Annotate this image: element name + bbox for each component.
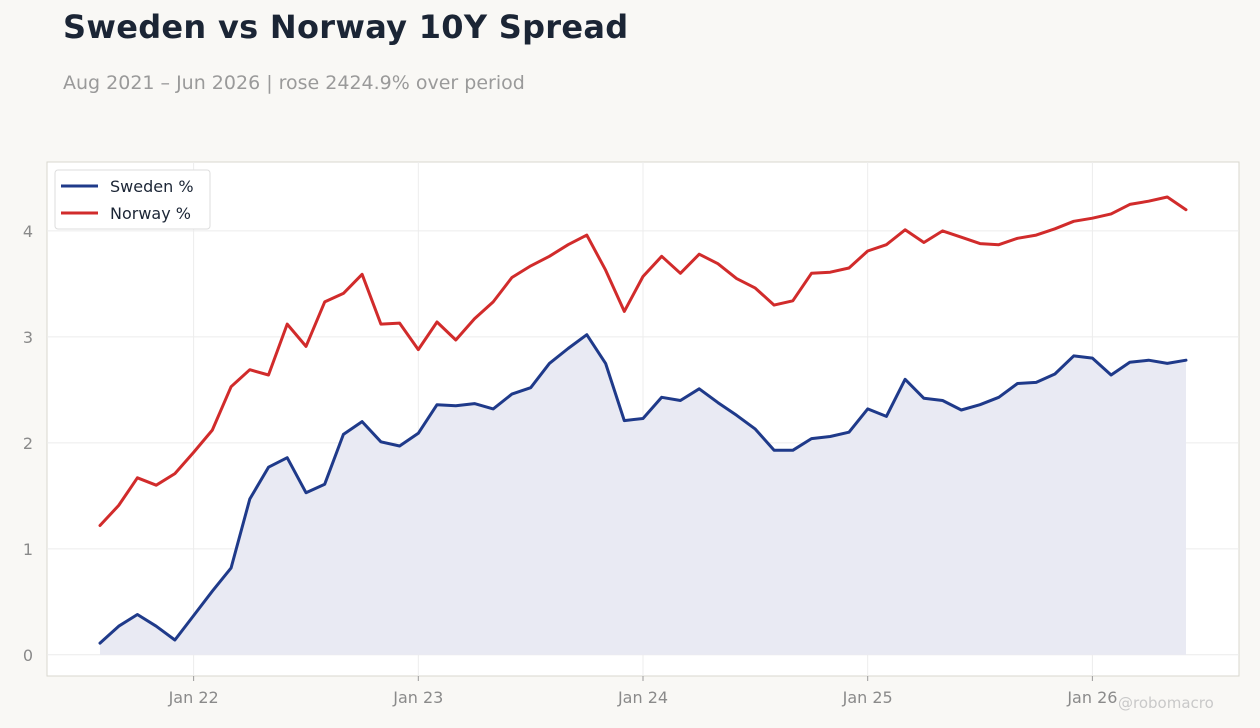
- legend: Sweden % Norway %: [54, 169, 211, 230]
- x-tick-label: Jan 26: [1066, 688, 1117, 707]
- x-axis-ticks: Jan 22 Jan 23 Jan 24 Jan 25 Jan 26: [168, 676, 1117, 707]
- y-tick-label: 1: [23, 540, 33, 559]
- chart-title: Sweden vs Norway 10Y Spread: [63, 8, 629, 46]
- legend-label: Norway %: [110, 204, 191, 223]
- y-tick-label: 0: [23, 646, 33, 665]
- area-fills: [100, 334, 1186, 655]
- x-tick-label: Jan 23: [392, 688, 443, 707]
- series-line-0: [98, 333, 1188, 645]
- x-tick-label: Jan 25: [842, 688, 893, 707]
- series-area-0: [100, 334, 1186, 655]
- x-tick-label: Jan 22: [168, 688, 219, 707]
- y-tick-label: 4: [23, 222, 33, 241]
- y-tick-label: 2: [23, 434, 33, 453]
- watermark: @robomacro: [1118, 694, 1214, 712]
- x-tick-label: Jan 24: [617, 688, 668, 707]
- series-lines: [98, 195, 1188, 645]
- series-line-1: [98, 195, 1188, 527]
- legend-label: Sweden %: [110, 177, 194, 196]
- y-tick-label: 3: [23, 328, 33, 347]
- y-axis-ticks: 0 1 2 3 4: [23, 222, 33, 665]
- chart-subtitle: Aug 2021 – Jun 2026 | rose 2424.9% over …: [63, 72, 525, 94]
